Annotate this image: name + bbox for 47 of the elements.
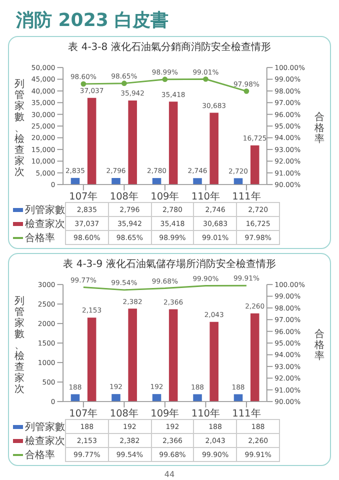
text: 消防 2023 白皮書	[16, 9, 170, 32]
bar	[111, 394, 120, 402]
point	[80, 81, 86, 87]
bar	[234, 178, 242, 185]
y2-axis-title: 合格率	[314, 112, 326, 144]
point	[243, 88, 249, 94]
y2-axis-title: 合格率	[314, 328, 326, 362]
x-tick-label: 109年	[150, 407, 179, 420]
legend-label: 列管家數	[24, 204, 66, 216]
bar	[128, 100, 137, 185]
text: 列管家數、檢查家次	[14, 78, 24, 178]
bar	[209, 112, 218, 185]
bar	[87, 98, 96, 185]
legend-label: 檢查家次	[24, 434, 66, 448]
bar	[87, 318, 96, 402]
legend-label: 檢查家次	[24, 218, 66, 230]
x-tick-label: 111年	[232, 190, 260, 202]
x-tick-label: 107年	[68, 407, 98, 420]
bar	[209, 322, 218, 402]
bar	[192, 178, 202, 185]
text: 44	[163, 470, 176, 479]
point	[202, 76, 208, 82]
bar	[250, 145, 259, 185]
bar	[111, 178, 120, 185]
x-tick-label: 108年	[110, 407, 138, 420]
bar	[70, 394, 80, 402]
x-tick-label: 109年	[150, 190, 179, 202]
x-tick-label: 110年	[191, 407, 220, 420]
bar	[192, 394, 202, 402]
legend-label: 合格率	[24, 232, 56, 244]
x-tick-label: 108年	[110, 190, 138, 202]
x-tick-label: 107年	[68, 190, 98, 202]
bar	[168, 102, 178, 185]
bar	[234, 394, 242, 402]
chart-title: 表 4-3-9 液化石油氣儲存場所消防安全檢查情形	[62, 258, 277, 271]
chart-title: 表 4-3-8 液化石油氣分銷商消防安全檢查情形	[67, 40, 272, 54]
bar	[128, 308, 137, 402]
legend-label: 合格率	[24, 448, 56, 462]
bar	[250, 313, 259, 402]
point	[162, 76, 168, 82]
x-tick-label: 111年	[232, 407, 260, 420]
x-tick-label: 110年	[191, 190, 220, 202]
bar	[168, 309, 178, 402]
bar	[152, 394, 161, 402]
text: 列管家數、檢查家次	[14, 296, 24, 394]
legend-label: 列管家數	[24, 420, 66, 434]
point	[121, 80, 127, 86]
